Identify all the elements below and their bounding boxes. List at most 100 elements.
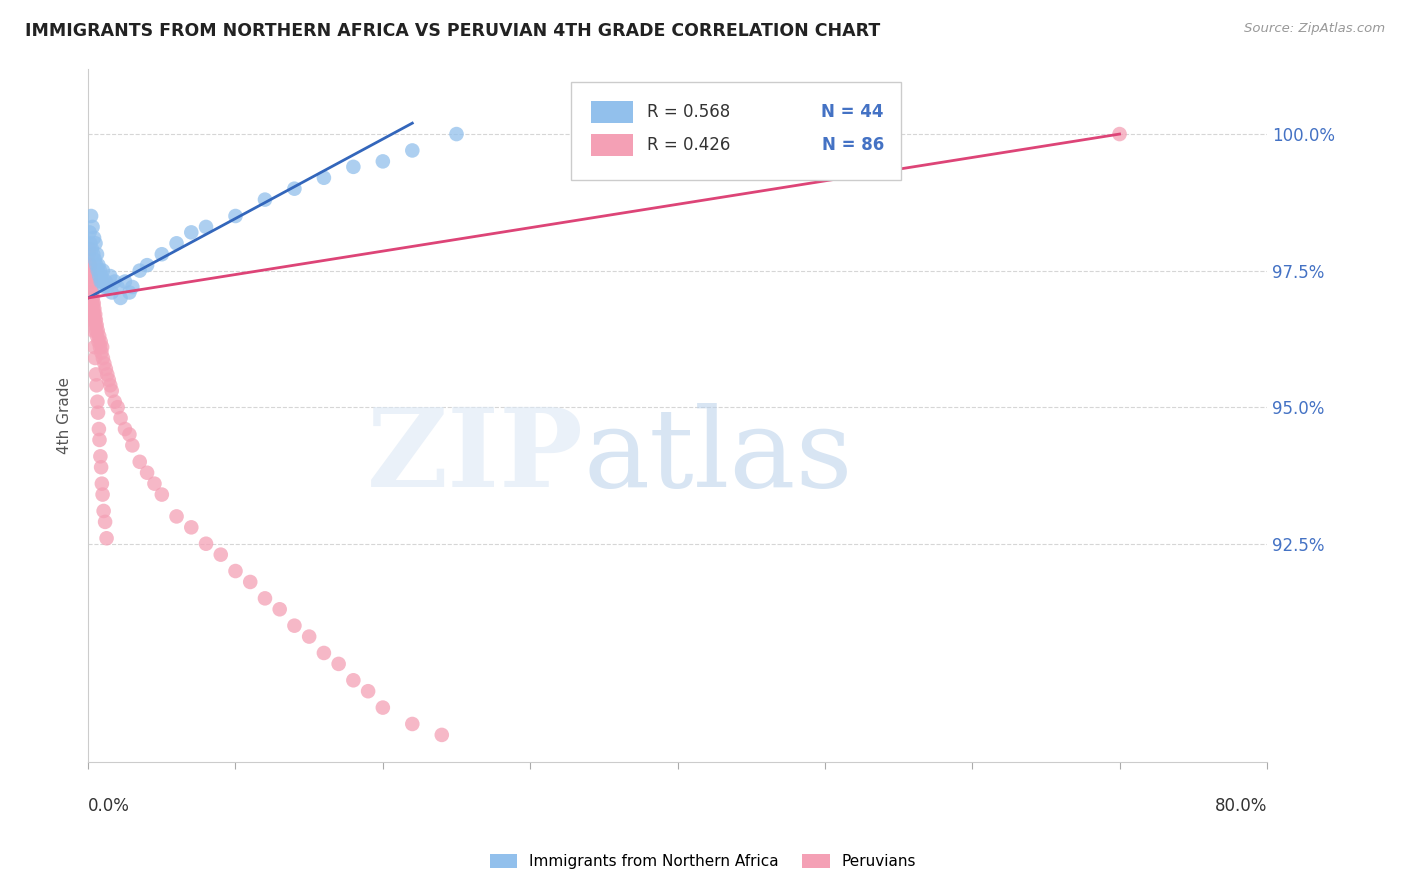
Point xyxy=(118,285,141,300)
Point xyxy=(87,406,110,420)
Point xyxy=(224,564,246,578)
Text: ZIP: ZIP xyxy=(367,403,583,510)
Point xyxy=(107,280,129,294)
Point xyxy=(89,433,111,447)
Point xyxy=(83,307,105,321)
Point xyxy=(86,394,108,409)
Point xyxy=(79,269,101,284)
Point xyxy=(86,318,108,333)
Text: N = 44: N = 44 xyxy=(821,103,884,121)
Point xyxy=(100,285,122,300)
Point xyxy=(91,487,114,501)
Point xyxy=(84,236,107,251)
Point xyxy=(283,182,305,196)
Point xyxy=(283,618,305,632)
Point xyxy=(136,258,159,272)
Point xyxy=(128,263,150,277)
Point xyxy=(90,269,112,284)
Point xyxy=(98,378,121,392)
Point xyxy=(82,285,104,300)
Point xyxy=(97,373,120,387)
Point xyxy=(80,209,103,223)
Point xyxy=(83,301,105,316)
Point xyxy=(90,460,112,475)
Point xyxy=(89,263,111,277)
Text: IMMIGRANTS FROM NORTHERN AFRICA VS PERUVIAN 4TH GRADE CORRELATION CHART: IMMIGRANTS FROM NORTHERN AFRICA VS PERUV… xyxy=(25,22,880,40)
Point xyxy=(166,509,188,524)
Point xyxy=(91,340,114,354)
Point xyxy=(84,368,107,382)
Point xyxy=(84,324,107,338)
Point xyxy=(91,351,114,365)
Point xyxy=(1108,127,1130,141)
Point xyxy=(82,296,104,310)
Point xyxy=(150,247,173,261)
Point xyxy=(100,384,122,398)
Point xyxy=(104,394,127,409)
Point xyxy=(79,263,101,277)
Point xyxy=(224,209,246,223)
Point xyxy=(96,531,118,545)
Point xyxy=(94,362,117,376)
Point xyxy=(87,334,110,349)
Point xyxy=(80,269,103,284)
Point xyxy=(195,219,218,234)
Point xyxy=(79,275,101,289)
Point xyxy=(84,307,107,321)
Point xyxy=(401,144,423,158)
Point xyxy=(136,466,159,480)
Point xyxy=(239,574,262,589)
Point xyxy=(83,296,105,310)
Point xyxy=(84,318,107,333)
Point xyxy=(110,411,132,425)
Point xyxy=(80,275,103,289)
Text: Source: ZipAtlas.com: Source: ZipAtlas.com xyxy=(1244,22,1385,36)
Point xyxy=(121,280,143,294)
Point xyxy=(430,728,453,742)
Point xyxy=(89,450,111,464)
Point xyxy=(371,700,394,714)
Point xyxy=(77,247,100,261)
Point xyxy=(79,236,101,251)
Point xyxy=(83,340,105,354)
Point xyxy=(446,127,468,141)
Point xyxy=(94,515,117,529)
Point xyxy=(87,324,110,338)
Point xyxy=(104,275,127,289)
Point xyxy=(93,504,115,518)
Point xyxy=(357,684,380,698)
Point xyxy=(83,231,105,245)
Point xyxy=(401,717,423,731)
Text: N = 86: N = 86 xyxy=(821,136,884,153)
Point xyxy=(80,291,103,305)
Point xyxy=(90,476,112,491)
Point xyxy=(89,329,111,343)
Text: R = 0.426: R = 0.426 xyxy=(647,136,730,153)
Point xyxy=(83,324,105,338)
Point xyxy=(82,296,104,310)
Point xyxy=(82,312,104,326)
Point xyxy=(98,269,121,284)
Point xyxy=(209,548,232,562)
Point xyxy=(80,285,103,300)
Point xyxy=(80,242,103,256)
Point xyxy=(90,334,112,349)
Text: atlas: atlas xyxy=(583,403,853,510)
Point xyxy=(371,154,394,169)
Legend: Immigrants from Northern Africa, Peruvians: Immigrants from Northern Africa, Peruvia… xyxy=(484,847,922,875)
Point xyxy=(82,291,104,305)
Point xyxy=(89,340,111,354)
Point xyxy=(90,345,112,359)
Y-axis label: 4th Grade: 4th Grade xyxy=(58,376,72,454)
Point xyxy=(253,591,276,606)
Point xyxy=(84,351,107,365)
Point xyxy=(82,247,104,261)
Point xyxy=(94,275,117,289)
Point xyxy=(114,422,136,436)
Text: R = 0.568: R = 0.568 xyxy=(647,103,730,121)
Point xyxy=(96,280,118,294)
Text: 0.0%: 0.0% xyxy=(89,797,129,815)
Point xyxy=(79,258,101,272)
Point xyxy=(86,378,108,392)
Point xyxy=(91,275,114,289)
